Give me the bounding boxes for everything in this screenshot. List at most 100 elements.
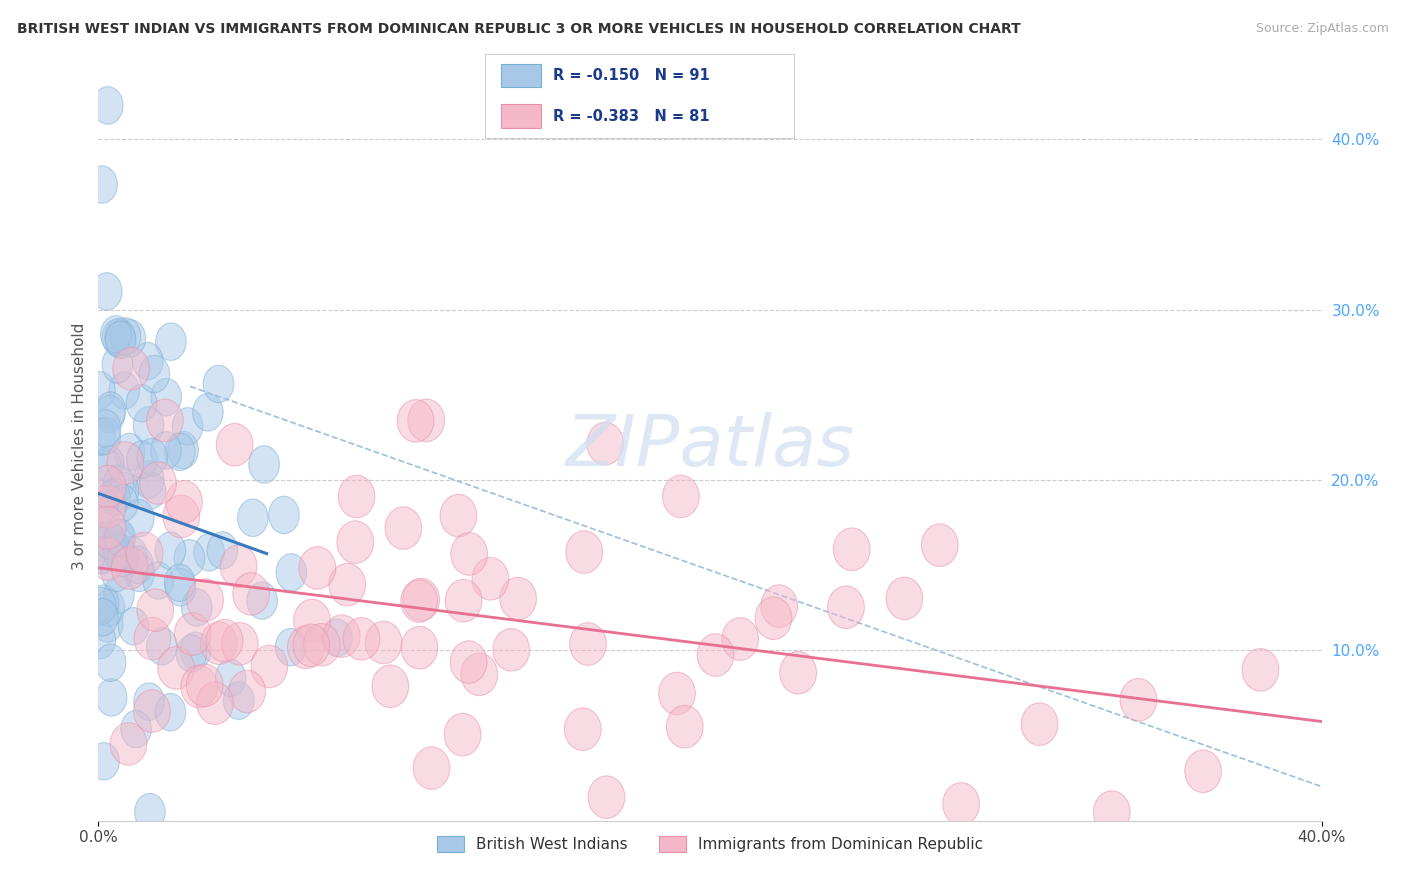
- Ellipse shape: [111, 547, 148, 590]
- Ellipse shape: [1185, 750, 1222, 792]
- Ellipse shape: [299, 547, 336, 590]
- Ellipse shape: [96, 644, 127, 681]
- Ellipse shape: [401, 626, 437, 669]
- Ellipse shape: [396, 400, 434, 442]
- Ellipse shape: [134, 690, 170, 732]
- Ellipse shape: [87, 599, 118, 636]
- Ellipse shape: [187, 664, 224, 706]
- Ellipse shape: [276, 629, 307, 666]
- Ellipse shape: [1021, 703, 1057, 746]
- Ellipse shape: [176, 635, 207, 673]
- Ellipse shape: [204, 365, 233, 402]
- Y-axis label: 3 or more Vehicles in Household: 3 or more Vehicles in Household: [72, 322, 87, 570]
- Ellipse shape: [134, 617, 170, 660]
- Ellipse shape: [104, 533, 134, 571]
- Ellipse shape: [181, 589, 212, 626]
- Ellipse shape: [229, 670, 266, 713]
- Ellipse shape: [96, 679, 127, 716]
- Ellipse shape: [201, 622, 238, 665]
- Ellipse shape: [755, 597, 792, 640]
- Ellipse shape: [565, 531, 603, 574]
- Ellipse shape: [103, 466, 134, 503]
- Ellipse shape: [96, 522, 127, 559]
- Ellipse shape: [87, 166, 117, 203]
- Ellipse shape: [134, 683, 165, 721]
- Ellipse shape: [105, 519, 135, 557]
- Ellipse shape: [105, 321, 136, 359]
- Legend: British West Indians, Immigrants from Dominican Republic: British West Indians, Immigrants from Do…: [430, 830, 990, 858]
- Ellipse shape: [444, 714, 481, 756]
- Ellipse shape: [90, 417, 121, 455]
- Ellipse shape: [780, 651, 817, 694]
- Ellipse shape: [167, 431, 198, 468]
- Ellipse shape: [339, 475, 375, 517]
- Ellipse shape: [249, 446, 280, 483]
- Ellipse shape: [194, 533, 225, 571]
- Ellipse shape: [294, 599, 330, 642]
- Ellipse shape: [87, 485, 118, 523]
- Ellipse shape: [155, 693, 186, 731]
- Ellipse shape: [721, 617, 758, 660]
- Ellipse shape: [215, 659, 246, 697]
- Ellipse shape: [494, 629, 530, 671]
- Ellipse shape: [86, 537, 117, 574]
- Ellipse shape: [90, 490, 121, 527]
- Ellipse shape: [1241, 648, 1279, 691]
- Ellipse shape: [135, 472, 166, 509]
- Ellipse shape: [86, 587, 117, 624]
- Ellipse shape: [146, 628, 177, 665]
- Ellipse shape: [139, 462, 176, 504]
- Ellipse shape: [662, 475, 699, 517]
- Ellipse shape: [165, 564, 195, 601]
- Ellipse shape: [84, 621, 115, 658]
- Ellipse shape: [84, 418, 115, 456]
- Ellipse shape: [217, 424, 253, 466]
- Ellipse shape: [91, 273, 122, 310]
- Ellipse shape: [94, 522, 125, 559]
- Ellipse shape: [329, 564, 366, 606]
- Ellipse shape: [247, 582, 277, 619]
- Ellipse shape: [117, 536, 148, 574]
- Ellipse shape: [180, 632, 211, 670]
- Ellipse shape: [100, 478, 131, 516]
- Ellipse shape: [121, 710, 152, 747]
- Ellipse shape: [221, 545, 257, 588]
- Ellipse shape: [472, 558, 509, 600]
- Ellipse shape: [404, 578, 440, 621]
- Ellipse shape: [127, 441, 157, 478]
- Ellipse shape: [373, 665, 409, 707]
- Ellipse shape: [146, 400, 183, 442]
- Ellipse shape: [207, 619, 243, 662]
- Ellipse shape: [110, 723, 146, 765]
- Ellipse shape: [112, 348, 149, 390]
- Ellipse shape: [207, 532, 238, 569]
- Ellipse shape: [413, 747, 450, 789]
- Ellipse shape: [122, 546, 153, 583]
- Ellipse shape: [408, 399, 444, 442]
- Ellipse shape: [93, 445, 124, 483]
- Ellipse shape: [181, 665, 218, 708]
- Ellipse shape: [114, 434, 145, 471]
- Ellipse shape: [103, 318, 132, 356]
- Ellipse shape: [187, 579, 224, 622]
- Ellipse shape: [134, 407, 165, 444]
- Ellipse shape: [90, 409, 121, 447]
- FancyBboxPatch shape: [501, 63, 541, 87]
- Text: ZIPatlas: ZIPatlas: [565, 411, 855, 481]
- Ellipse shape: [499, 577, 537, 620]
- Text: R = -0.150   N = 91: R = -0.150 N = 91: [553, 68, 710, 83]
- Ellipse shape: [108, 372, 139, 409]
- Ellipse shape: [287, 626, 325, 669]
- Ellipse shape: [943, 782, 980, 825]
- Ellipse shape: [588, 776, 624, 819]
- Ellipse shape: [1094, 791, 1130, 833]
- Ellipse shape: [136, 589, 173, 632]
- FancyBboxPatch shape: [501, 104, 541, 128]
- Ellipse shape: [136, 438, 167, 475]
- Ellipse shape: [276, 554, 307, 591]
- Ellipse shape: [197, 682, 233, 724]
- Ellipse shape: [165, 434, 195, 471]
- Ellipse shape: [173, 408, 202, 445]
- Ellipse shape: [101, 316, 131, 353]
- Ellipse shape: [156, 323, 186, 360]
